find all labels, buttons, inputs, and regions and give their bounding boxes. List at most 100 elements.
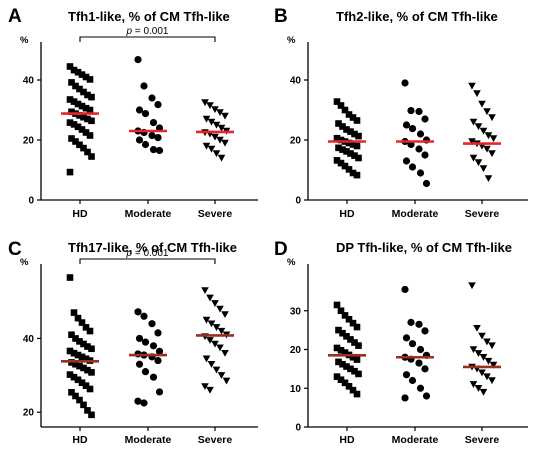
data-point-2-19 [72,360,79,368]
data-point-0-12 [211,133,219,141]
y-tick-label: 30 [290,306,302,317]
data-point-3-27 [345,383,353,390]
data-point-0-10 [84,91,91,99]
data-point-1-17 [479,165,488,173]
data-point-3-10 [415,359,423,367]
data-point-3-3 [483,338,491,346]
x-category-label: Moderate [392,434,439,446]
data-point-3-28 [349,386,357,394]
data-point-1-28 [349,169,357,177]
data-point-2-13 [141,368,150,376]
data-point-2-8 [76,338,83,345]
data-point-1-0 [333,98,341,105]
data-point-2-2 [148,320,156,328]
panel-b: B Tfh2-like, % of CM Tfh-like% 0 20 40 HD Mode… [274,6,528,220]
data-point-2-13 [70,349,78,357]
data-point-1-7 [339,123,346,130]
data-point-0-0 [66,63,74,70]
data-point-0-35 [88,153,95,160]
data-point-2-3 [216,305,224,313]
data-point-2-12 [66,347,74,355]
series-severe [463,282,501,396]
data-point-2-12 [211,340,219,348]
data-point-0-6 [149,119,158,127]
data-point-1-16 [474,159,483,167]
data-point-2-7 [72,335,79,342]
data-point-3-0 [333,301,341,309]
data-point-3-4 [402,334,411,342]
data-point-3-4 [349,319,357,327]
data-point-2-14 [74,351,82,359]
data-point-0-8 [217,124,226,132]
data-point-0-8 [76,85,83,93]
data-point-2-35 [88,411,95,419]
data-point-2-17 [140,399,148,407]
data-point-0-1 [206,102,214,110]
data-point-3-8 [484,357,493,365]
data-point-1-1 [337,102,345,109]
data-point-1-13 [408,163,417,171]
y-unit-label: % [287,35,296,46]
data-point-2-6 [68,331,75,339]
data-point-2-29 [86,385,94,393]
data-point-2-3 [154,329,162,337]
data-point-3-2 [415,320,423,328]
series-moderate [396,285,434,402]
data-point-3-3 [345,315,353,323]
data-point-1-15 [345,139,353,147]
data-point-0-15 [78,102,86,110]
data-point-2-27 [78,379,86,387]
data-point-0-4 [221,112,229,120]
data-point-0-3 [78,71,86,78]
data-point-2-20 [201,383,209,391]
data-point-3-7 [479,354,488,361]
data-point-0-14 [149,146,158,154]
data-point-3-10 [351,339,358,346]
data-point-3-12 [333,344,341,352]
data-point-1-5 [408,125,417,133]
panel-title: Tfh1-like, % of CM Tfh-like [68,9,230,24]
data-point-2-22 [84,366,91,374]
data-point-2-12 [135,360,144,368]
data-point-1-9 [489,135,498,143]
x-category-label: Moderate [125,434,172,446]
panel-c: C Tfh17-like, % of CM Tfh-like% 20 40 HD Mode… [8,239,258,446]
data-point-0-2 [211,106,219,113]
data-point-1-26 [341,162,349,170]
data-point-2-16 [134,397,142,405]
data-point-2-1 [140,312,148,320]
data-point-3-24 [333,373,341,380]
data-point-0-7 [212,121,221,129]
y-unit-label: % [20,35,29,46]
data-point-1-10 [351,130,358,138]
x-category-label: Moderate [392,208,439,220]
x-category-label: Moderate [125,208,172,220]
data-point-2-18 [217,372,226,379]
data-point-0-30 [68,135,75,142]
data-point-2-24 [66,371,74,378]
data-point-1-20 [343,148,350,155]
data-point-1-8 [484,132,493,140]
data-point-0-2 [148,94,156,102]
data-point-0-6 [207,118,216,126]
data-point-0-18 [217,154,226,162]
data-point-3-4 [488,342,496,350]
y-unit-label: % [287,257,296,268]
data-point-0-4 [82,73,90,81]
data-point-2-6 [207,320,216,328]
data-point-3-11 [421,365,429,373]
data-point-1-5 [469,118,478,126]
data-point-1-13 [483,145,491,153]
data-point-0-25 [70,121,78,128]
data-point-2-31 [72,392,79,400]
data-point-2-4 [135,334,144,343]
data-point-2-21 [80,364,87,372]
data-point-2-11 [154,356,162,365]
data-point-3-9 [347,336,354,343]
data-point-2-32 [76,396,83,404]
data-point-0-0 [134,56,142,64]
data-point-2-26 [74,376,82,384]
panel-title: Tfh17-like, % of CM Tfh-like [68,240,237,255]
data-point-0-13 [70,98,78,105]
significance-label: p = 0.001 [126,248,169,259]
